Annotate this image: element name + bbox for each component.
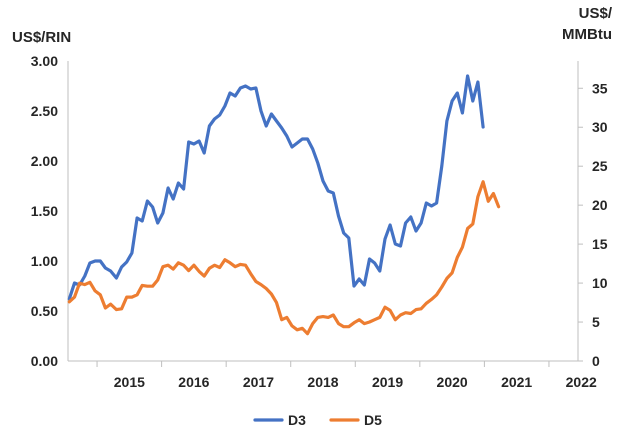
chart-series-group xyxy=(67,74,501,336)
chart-axis-labels: US$/RIN US$/ MMBtu xyxy=(12,5,613,46)
right-tick-label: 20 xyxy=(592,197,608,213)
right-tick-label: 5 xyxy=(592,314,600,330)
x-tick-label: 2021 xyxy=(501,374,532,390)
series-line-d5 xyxy=(67,180,501,336)
right-axis-label: MMBtu xyxy=(562,26,612,43)
left-tick-label: 3.00 xyxy=(31,53,58,69)
left-tick-label: 1.50 xyxy=(31,203,58,219)
left-tick-label: 0.50 xyxy=(31,303,58,319)
x-tick-label: 2019 xyxy=(372,374,403,390)
chart-axes: 0.00 0.50 1.00 1.50 2.00 2.50 3.00 0 5 10 15 20 25 30… xyxy=(31,53,608,390)
left-axis-label: US$/RIN xyxy=(12,29,71,46)
x-tick-label: 2020 xyxy=(437,374,468,390)
right-tick-label: 15 xyxy=(592,236,608,252)
right-tick-label: 25 xyxy=(592,158,608,174)
x-tick-label: 2017 xyxy=(243,374,274,390)
left-tick-label: 2.00 xyxy=(31,153,58,169)
right-tick-label: 30 xyxy=(592,119,608,135)
left-tick-label: 2.50 xyxy=(31,103,58,119)
right-tick-label: 0 xyxy=(592,353,600,369)
right-axis-label: US$/ xyxy=(579,5,613,22)
right-tick-label: 35 xyxy=(592,80,608,96)
x-tick-label: 2022 xyxy=(566,374,597,390)
left-tick-label: 0.00 xyxy=(31,353,58,369)
chart-legend: D3 D5 xyxy=(253,412,382,428)
legend-label-d3: D3 xyxy=(288,412,306,428)
series-line-d3 xyxy=(67,74,485,301)
x-tick-label: 2015 xyxy=(114,374,145,390)
right-tick-label: 10 xyxy=(592,275,608,291)
x-tick-label: 2018 xyxy=(307,374,338,390)
left-tick-label: 1.00 xyxy=(31,253,58,269)
legend-label-d5: D5 xyxy=(364,412,382,428)
x-tick-label: 2016 xyxy=(178,374,209,390)
